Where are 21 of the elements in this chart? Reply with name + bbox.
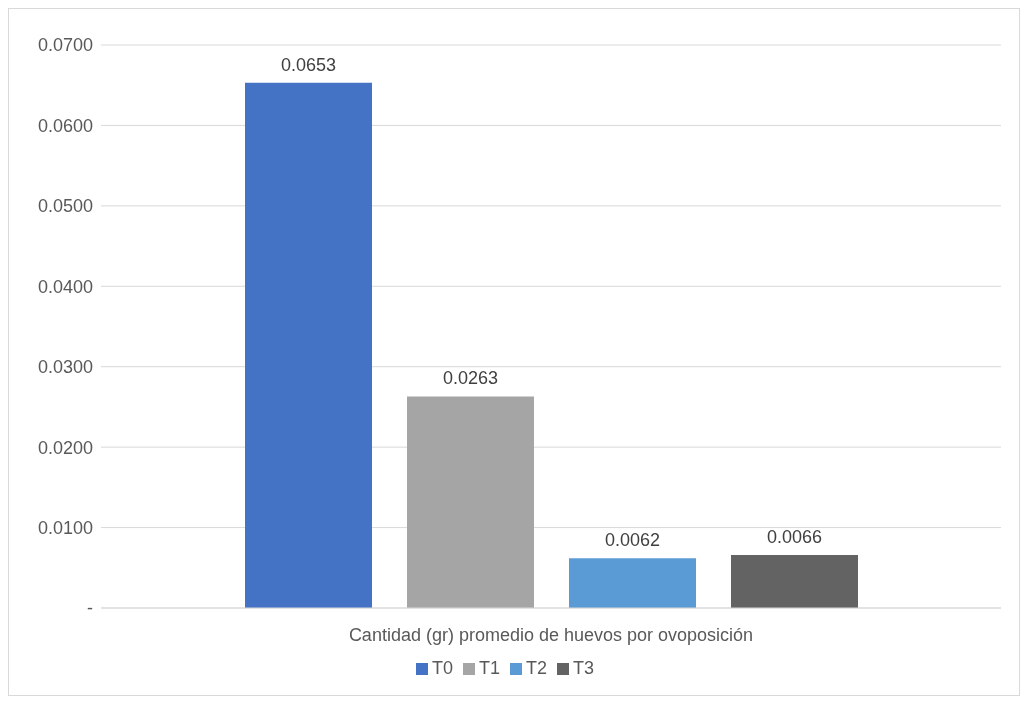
y-tick-label: 0.0300 — [37, 357, 93, 378]
legend-label: T2 — [526, 658, 548, 678]
data-label: 0.0653 — [280, 54, 337, 75]
legend-label: T1 — [478, 658, 500, 678]
y-tick-label: 0.0600 — [37, 115, 93, 136]
data-label: 0.0062 — [604, 530, 661, 551]
legend-label: T3 — [573, 658, 595, 678]
data-label: 0.0066 — [766, 526, 823, 547]
data-label: 0.0263 — [442, 368, 499, 389]
y-tick-label: 0.0400 — [37, 276, 93, 297]
y-tick-label: 0.0100 — [37, 517, 93, 538]
bar — [245, 82, 372, 608]
y-tick-label: 0.0500 — [37, 196, 93, 217]
y-tick-label: - — [87, 598, 93, 619]
y-tick-label: 0.0200 — [37, 437, 93, 458]
bar — [569, 558, 696, 608]
bar — [731, 554, 858, 608]
x-tick-label: Cantidad (gr) promedio de huevos por ovoposición — [348, 624, 754, 645]
legend-label: T0 — [431, 658, 453, 678]
bar — [407, 396, 534, 608]
y-tick-label: 0.0700 — [37, 35, 93, 56]
